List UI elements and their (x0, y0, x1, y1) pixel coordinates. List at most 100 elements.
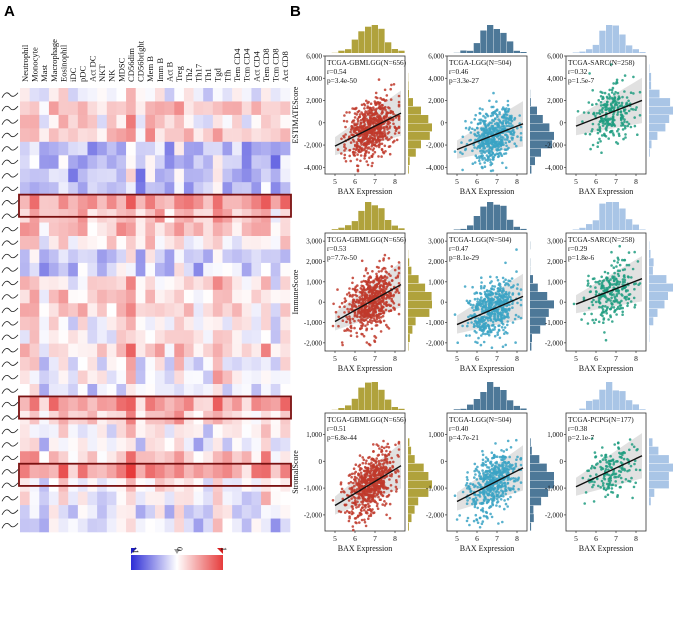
scatter-point (377, 277, 380, 280)
scatter-point (483, 319, 486, 322)
scatter-point (499, 312, 502, 315)
scatter-point (383, 447, 386, 450)
heatmap-cell (39, 290, 49, 304)
x-marginal-hist-bar (385, 42, 391, 53)
heatmap-cell (280, 169, 290, 183)
scatter-point (496, 124, 499, 127)
scatter-point (355, 147, 358, 150)
scatter-point (594, 286, 597, 289)
scatter-point (367, 487, 370, 490)
heatmap-cell (20, 88, 30, 102)
heatmap-cell (203, 101, 213, 115)
scatter-point (496, 331, 499, 334)
heatmap-cell (49, 397, 59, 411)
scatter-point (506, 324, 509, 327)
scatter-point (363, 489, 366, 492)
heatmap-cell (39, 142, 49, 156)
scatter-point (391, 279, 394, 282)
scatter-point (474, 129, 477, 132)
y-marginal-hist-bar (530, 309, 549, 317)
x-marginal-hist-bar (474, 216, 480, 230)
scatter-point (610, 251, 613, 254)
scatter-point (617, 92, 620, 95)
heatmap-cell (242, 357, 252, 371)
heatmap-cell (97, 330, 107, 344)
scatter-point (620, 117, 623, 120)
scatter-point (498, 155, 501, 158)
heatmap-cell (88, 128, 98, 142)
x-marginal-hist-bar (378, 29, 384, 53)
heatmap-cell (165, 115, 175, 129)
scatter-point (374, 466, 377, 469)
heatmap-cell (232, 169, 242, 183)
scatter-point (511, 277, 514, 280)
y-tick-label: 2,000 (428, 97, 444, 105)
scatter-point (506, 313, 509, 316)
scatter-plot: TCGA-SARC(N=258)r=0.29p=1.8e-63,0002,000… (545, 202, 673, 373)
panel-b-label: B (290, 3, 301, 20)
scatter-point (386, 294, 389, 297)
x-tick-label: 7 (614, 177, 618, 186)
heatmap-cell (251, 438, 261, 452)
y-tick-label: 2,000 (306, 97, 322, 105)
heatmap-cell (271, 142, 281, 156)
heatmap-cell (242, 344, 252, 358)
scatter-point (477, 317, 480, 320)
heatmap-column-label: Tem CD8 (261, 48, 271, 82)
scatter-point (379, 135, 382, 138)
x-tick-label: 8 (393, 534, 397, 543)
scatter-point (633, 306, 636, 309)
scatter-point (373, 310, 376, 313)
heatmap-cell (107, 196, 117, 210)
heatmap-row-mark (2, 375, 18, 380)
x-tick-label: 6 (594, 177, 598, 186)
scatter-point (382, 440, 385, 443)
heatmap-cell (261, 519, 271, 533)
scatter-title: TCGA-SARC(N=258) (568, 235, 635, 244)
heatmap-cell (251, 317, 261, 331)
scatter-point (492, 321, 495, 324)
scatter-point (370, 515, 373, 518)
scatter-point (470, 139, 473, 142)
heatmap-cell (280, 371, 290, 385)
heatmap-cell (97, 519, 107, 533)
scatter-point (382, 98, 385, 101)
scatter-point (380, 330, 383, 333)
scatter-point (383, 267, 386, 270)
scatter-point (510, 131, 513, 134)
heatmap-cell (251, 263, 261, 277)
scatter-point (345, 111, 348, 114)
y-marginal-hist-bar (408, 166, 409, 174)
scatter-point (355, 463, 358, 466)
scatter-point (348, 499, 351, 502)
heatmap-column-label: NKT (97, 64, 107, 82)
scatter-point (338, 510, 341, 513)
scatter-point (607, 272, 610, 275)
heatmap-cell (261, 249, 271, 263)
scatter-point (460, 141, 463, 144)
heatmap-cell (49, 196, 59, 210)
scatter-point (381, 143, 384, 146)
scatter-point (477, 132, 480, 135)
x-marginal-hist-bar (500, 206, 506, 230)
scatter-point (461, 169, 464, 172)
heatmap-cell (39, 223, 49, 237)
heatmap-cell (49, 249, 59, 263)
heatmap-cell (49, 101, 59, 115)
scatter-r-value: r=0.53 (327, 244, 347, 253)
heatmap-cell (203, 519, 213, 533)
scatter-point (378, 281, 381, 284)
heatmap-cell (194, 505, 204, 519)
scatter-point (481, 158, 484, 161)
scatter-point (459, 151, 462, 154)
scatter-point (372, 129, 375, 132)
x-marginal-hist-bar (573, 53, 579, 54)
scatter-point (496, 115, 499, 118)
scatter-point (348, 303, 351, 306)
heatmap-cell (39, 424, 49, 438)
scatter-grid: TCGA-GBMLGG(N=656)r=0.54p=3.4e-506,0004,… (291, 25, 673, 553)
x-marginal-hist-bar (619, 35, 625, 54)
scatter-point (370, 510, 373, 513)
x-marginal-hist-bar (606, 25, 612, 53)
heatmap-cell (136, 249, 146, 263)
